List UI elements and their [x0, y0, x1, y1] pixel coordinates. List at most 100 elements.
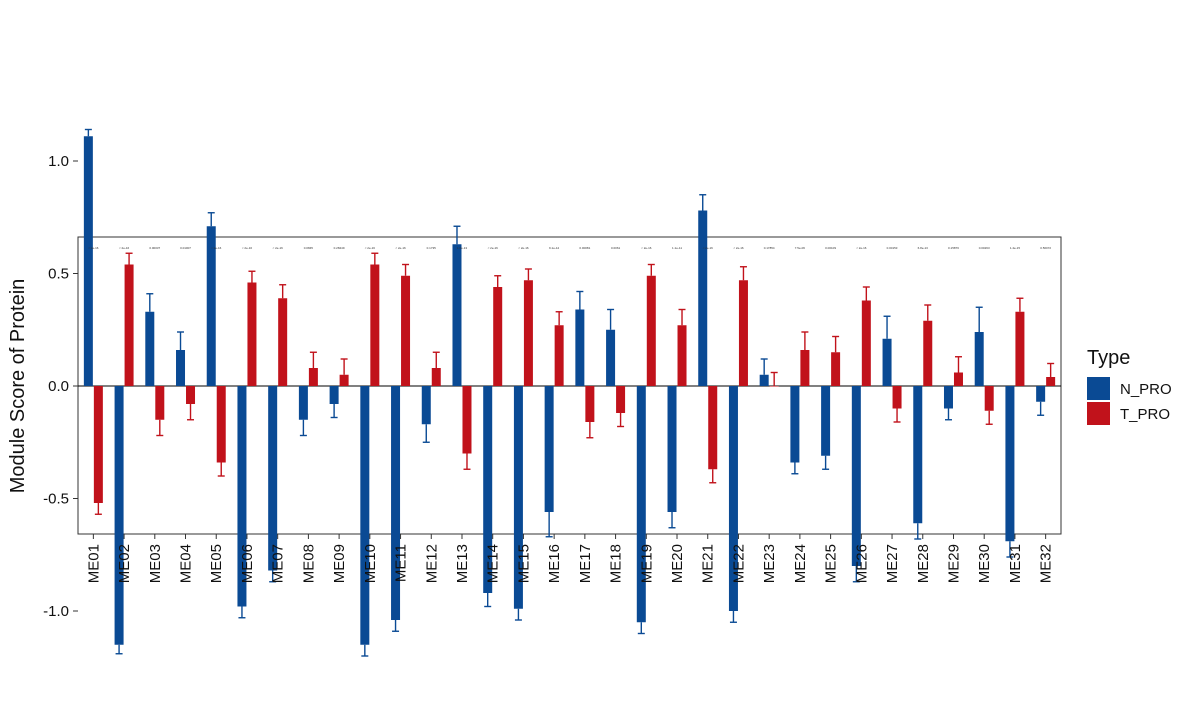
- bars-layer: [83, 128, 1056, 657]
- bar-n-pro-me07: [268, 386, 278, 571]
- bar-n-pro-me27: [882, 338, 892, 386]
- bar-t-pro-me14: [493, 287, 503, 386]
- x-tick-label: ME05: [208, 544, 225, 583]
- x-tick-label: ME24: [792, 544, 809, 583]
- bar-n-pro-me30: [974, 332, 984, 386]
- x-tick-label: ME22: [730, 544, 747, 583]
- bar-t-pro-me27: [892, 386, 902, 409]
- bar-t-pro-me02: [124, 264, 134, 386]
- legend-label-t-pro: T_PRO: [1120, 406, 1170, 423]
- bar-t-pro-me22: [738, 280, 748, 386]
- x-tick-label: ME20: [669, 544, 686, 583]
- pvalue-label: < 2e-16: [88, 246, 99, 250]
- bar-t-pro-me17: [585, 386, 595, 422]
- bar-t-pro-me23: [769, 386, 779, 387]
- bar-t-pro-me30: [984, 386, 994, 411]
- x-tick-label: ME32: [1038, 544, 1055, 583]
- y-axis-label: Module Score of Protein: [7, 279, 29, 494]
- bar-n-pro-me20: [667, 386, 677, 512]
- pvalue-label: < 2e-16: [119, 246, 130, 250]
- x-tick-label: ME18: [608, 544, 625, 583]
- x-tick-label: ME14: [485, 544, 502, 583]
- bar-n-pro-me25: [821, 386, 831, 456]
- bar-t-pro-me31: [1015, 311, 1025, 386]
- legend-title: Type: [1087, 347, 1130, 369]
- pvalue-label: 0.00081: [579, 246, 590, 250]
- bar-n-pro-me01: [83, 136, 93, 386]
- bar-n-pro-me21: [698, 210, 708, 386]
- pvalue-label: 0.00109: [825, 246, 836, 250]
- pvalue-label: < 2e-16: [518, 246, 529, 250]
- x-axis: ME01 ME02 ME03 ME04 ME05 ME06 ME07 ME08 ME09 ME10…: [85, 534, 1055, 583]
- bar-t-pro-me29: [953, 372, 963, 386]
- bar-t-pro-me05: [216, 386, 226, 463]
- pvalue-label: 0.00263: [979, 246, 990, 250]
- bar-t-pro-me10: [370, 264, 380, 386]
- pvalue-label: 0.56072: [1040, 246, 1051, 250]
- bar-n-pro-me23: [759, 374, 769, 386]
- bar-t-pro-me20: [677, 325, 687, 386]
- bar-n-pro-me19: [636, 386, 646, 623]
- pvalue-label: 9.1e-12: [549, 246, 560, 250]
- pvalue-label: < 2e-16: [488, 246, 499, 250]
- bar-t-pro-me03: [155, 386, 165, 420]
- pvalue-label: 0.1735: [427, 246, 437, 250]
- pvalue-label: < 2e-16: [703, 246, 714, 250]
- bar-n-pro-me12: [421, 386, 431, 425]
- bar-n-pro-me14: [483, 386, 493, 593]
- bar-t-pro-me11: [401, 275, 411, 386]
- bar-n-pro-me03: [145, 311, 155, 386]
- y-tick-label: 0.5: [48, 266, 69, 283]
- pvalue-label: < 2e-16: [395, 246, 406, 250]
- x-tick-label: ME25: [823, 544, 840, 583]
- bar-t-pro-me21: [708, 386, 718, 470]
- pvalue-label: 1.4e-15: [1010, 246, 1021, 250]
- bar-n-pro-me18: [606, 329, 616, 386]
- bar-n-pro-me29: [943, 386, 953, 409]
- bar-t-pro-me09: [339, 374, 349, 386]
- x-tick-label: ME29: [945, 544, 962, 583]
- x-tick-label: ME26: [853, 544, 870, 583]
- pvalue-label: 7.5e-06: [795, 246, 806, 250]
- x-tick-label: ME11: [393, 544, 410, 582]
- x-tick-label: ME27: [884, 544, 901, 583]
- bar-t-pro-me16: [554, 325, 564, 386]
- pvalue-label: < 2e-16: [733, 246, 744, 250]
- x-tick-label: ME08: [300, 544, 317, 583]
- bar-n-pro-me26: [851, 386, 861, 566]
- legend-label-n-pro: N_PRO: [1120, 381, 1172, 398]
- pvalue-label: 1.1e-11: [672, 246, 682, 250]
- bar-n-pro-me32: [1036, 386, 1046, 402]
- x-tick-label: ME30: [976, 544, 993, 583]
- y-tick-label: 1.0: [48, 153, 69, 170]
- pvalue-label: < 2e-16: [856, 246, 867, 250]
- x-tick-label: ME02: [116, 544, 133, 583]
- bar-t-pro-me08: [308, 368, 318, 386]
- x-tick-label: ME21: [700, 544, 717, 583]
- y-tick-label: -1.0: [43, 603, 69, 620]
- pvalue-label: < 2e-16: [273, 246, 284, 250]
- bar-n-pro-me04: [176, 350, 186, 386]
- bar-n-pro-me11: [391, 386, 401, 620]
- bar-n-pro-me10: [360, 386, 370, 645]
- bar-n-pro-me16: [544, 386, 554, 512]
- x-tick-label: ME06: [239, 544, 256, 583]
- bar-n-pro-me22: [728, 386, 738, 611]
- x-tick-label: ME23: [761, 544, 778, 583]
- x-tick-label: ME28: [915, 544, 932, 583]
- pvalue-label: 1.6e-13: [457, 246, 468, 250]
- bar-t-pro-me12: [431, 368, 441, 386]
- legend-swatch-t-pro: [1087, 402, 1110, 425]
- legend: Type N_PRO T_PRO: [1087, 347, 1172, 425]
- bar-t-pro-me25: [831, 352, 841, 386]
- x-tick-label: ME07: [270, 544, 287, 583]
- bar-t-pro-me13: [462, 386, 472, 454]
- pvalue-label: 0.0845: [304, 246, 314, 250]
- x-tick-label: ME19: [638, 544, 655, 583]
- bar-t-pro-me06: [247, 282, 257, 386]
- pvalue-label: < 2e-16: [641, 246, 652, 250]
- x-tick-label: ME09: [331, 544, 348, 583]
- bar-t-pro-me04: [186, 386, 196, 404]
- x-tick-label: ME04: [178, 544, 195, 583]
